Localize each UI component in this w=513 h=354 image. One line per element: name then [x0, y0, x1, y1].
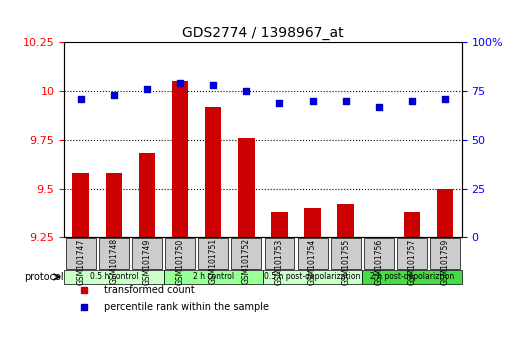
Bar	[172, 81, 188, 237]
Point	[342, 98, 350, 104]
FancyBboxPatch shape	[66, 238, 95, 269]
Text: 0.5 h post-depolarization: 0.5 h post-depolarization	[264, 272, 361, 281]
FancyBboxPatch shape	[164, 270, 263, 284]
FancyBboxPatch shape	[265, 238, 294, 269]
Text: GSM101754: GSM101754	[308, 238, 317, 285]
Bar	[271, 212, 288, 237]
Point	[80, 304, 88, 310]
Point	[441, 96, 449, 102]
Text: GSM101755: GSM101755	[341, 238, 350, 285]
Title: GDS2774 / 1398967_at: GDS2774 / 1398967_at	[182, 26, 344, 40]
FancyBboxPatch shape	[263, 270, 362, 284]
Point	[408, 98, 416, 104]
Text: GSM101753: GSM101753	[275, 238, 284, 285]
Text: GSM101750: GSM101750	[175, 238, 185, 285]
Bar	[205, 107, 222, 237]
Point	[76, 96, 85, 102]
Bar	[72, 173, 89, 237]
FancyBboxPatch shape	[331, 238, 361, 269]
Point	[110, 92, 118, 98]
FancyBboxPatch shape	[132, 238, 162, 269]
Point	[242, 88, 250, 94]
Text: transformed count: transformed count	[104, 285, 194, 295]
Point	[209, 82, 218, 88]
Text: percentile rank within the sample: percentile rank within the sample	[104, 302, 269, 312]
FancyBboxPatch shape	[64, 270, 164, 284]
Text: GSM101759: GSM101759	[441, 238, 449, 285]
FancyBboxPatch shape	[298, 238, 327, 269]
Bar	[338, 204, 354, 237]
FancyBboxPatch shape	[99, 238, 129, 269]
FancyBboxPatch shape	[430, 238, 460, 269]
Point	[308, 98, 317, 104]
Text: 2 h control: 2 h control	[193, 272, 234, 281]
Text: protocol: protocol	[25, 272, 64, 282]
Bar	[437, 189, 453, 237]
Text: GSM101756: GSM101756	[374, 238, 383, 285]
Text: GSM101757: GSM101757	[407, 238, 417, 285]
Point	[275, 100, 284, 106]
Point	[80, 287, 88, 293]
Bar	[106, 173, 122, 237]
Bar	[404, 212, 420, 237]
Point	[375, 104, 383, 110]
Text: 2 h post-depolariztion: 2 h post-depolariztion	[370, 272, 454, 281]
FancyBboxPatch shape	[397, 238, 427, 269]
Point	[176, 81, 184, 86]
Text: 0.5 h control: 0.5 h control	[90, 272, 138, 281]
Bar	[304, 208, 321, 237]
Text: GSM101747: GSM101747	[76, 238, 85, 285]
Text: GSM101748: GSM101748	[109, 238, 119, 285]
FancyBboxPatch shape	[165, 238, 195, 269]
FancyBboxPatch shape	[362, 270, 462, 284]
Bar	[238, 138, 254, 237]
Text: GSM101751: GSM101751	[209, 238, 218, 285]
FancyBboxPatch shape	[364, 238, 394, 269]
Text: GSM101749: GSM101749	[143, 238, 151, 285]
FancyBboxPatch shape	[199, 238, 228, 269]
Text: GSM101752: GSM101752	[242, 238, 251, 285]
Bar	[139, 154, 155, 237]
Point	[143, 86, 151, 92]
FancyBboxPatch shape	[231, 238, 261, 269]
